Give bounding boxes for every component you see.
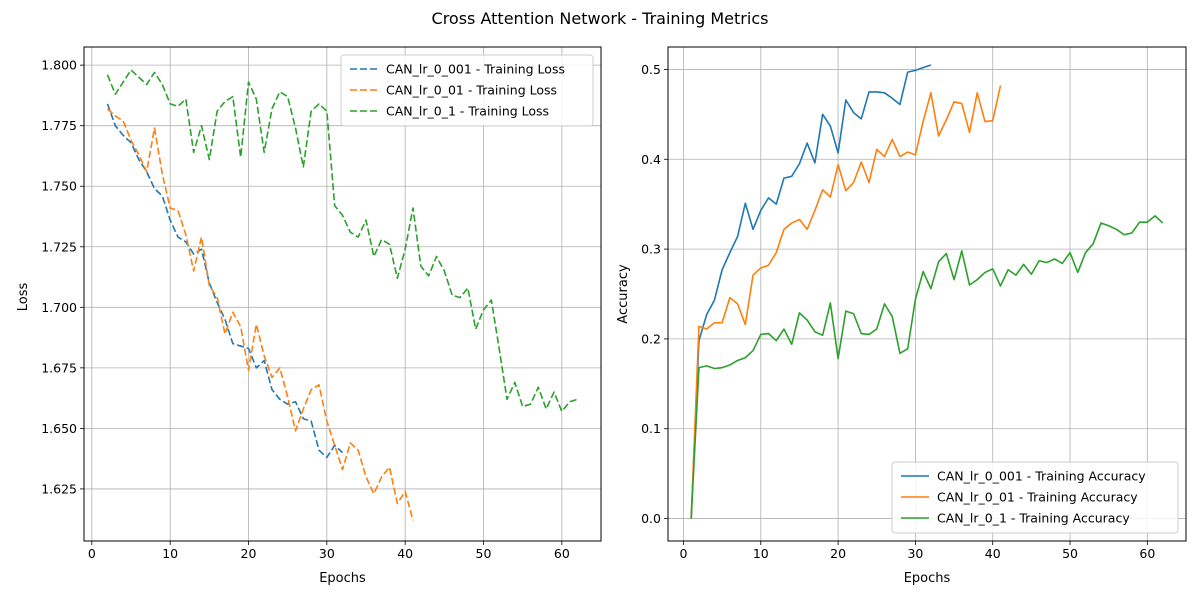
x-tick-label: 50	[476, 546, 492, 561]
x-axis-label: Epochs	[904, 571, 951, 586]
y-tick-label: 0.4	[641, 152, 661, 167]
legend-label: CAN_lr_0_01 - Training Loss	[386, 83, 557, 98]
x-tick-label: 0	[679, 546, 687, 561]
y-tick-label: 0.2	[641, 331, 661, 346]
legend: CAN_lr_0_001 - Training Accuracy CAN_lr_0…	[891, 461, 1179, 534]
series-line-1	[690, 64, 932, 519]
y-tick-label: 1.675	[41, 360, 77, 375]
y-tick-label: 0.1	[641, 421, 661, 436]
chart-panel-1: 0 10 20 30 40 50 60 1.625 1.650 1.675 1.700 1.725 1.…	[16, 46, 602, 586]
x-tick-label: 10	[753, 546, 769, 561]
x-tick-label: 60	[554, 546, 570, 561]
y-tick-label: 0.3	[641, 242, 661, 257]
legend-label: CAN_lr_0_001 - Training Loss	[386, 62, 565, 77]
legend-label: CAN_lr_0_01 - Training Accuracy	[937, 490, 1138, 505]
axes-frame	[667, 46, 1187, 542]
series-line-2	[106, 108, 414, 521]
y-tick-label: 1.725	[41, 239, 77, 254]
x-tick-label: 0	[88, 546, 96, 561]
series-line-3	[106, 69, 578, 413]
legend-label: CAN_lr_0_1 - Training Loss	[386, 104, 549, 119]
y-tick-label: 1.650	[41, 421, 77, 436]
y-tick-label: 1.625	[41, 481, 77, 496]
x-tick-label: 20	[830, 546, 846, 561]
series-line-2	[690, 85, 1002, 519]
x-tick-label: 20	[241, 546, 257, 561]
y-tick-label: 1.775	[41, 118, 77, 133]
x-tick-label: 30	[319, 546, 335, 561]
y-tick-label: 1.750	[41, 179, 77, 194]
x-tick-label: 30	[907, 546, 923, 561]
y-axis-label: Accuracy	[616, 264, 631, 324]
y-axis-label: Loss	[16, 283, 31, 312]
x-tick-label: 60	[1139, 546, 1155, 561]
series-line-1	[106, 103, 344, 459]
legend-box	[891, 461, 1179, 534]
figure-title: Cross Attention Network - Training Metri…	[431, 9, 769, 28]
y-tick-label: 0.0	[641, 511, 661, 526]
legend-label: CAN_lr_0_001 - Training Accuracy	[937, 469, 1146, 484]
legend-box	[340, 54, 594, 127]
x-axis-label: Epochs	[319, 571, 366, 586]
y-tick-label: 1.700	[41, 300, 77, 315]
chart-panel-2: 0 10 20 30 40 50 60 0.0 0.1 0.2 0.3 0.4 0.5 Epochs Acc…	[616, 46, 1187, 586]
x-tick-label: 50	[1062, 546, 1078, 561]
x-tick-label: 10	[162, 546, 178, 561]
x-tick-label: 40	[985, 546, 1001, 561]
y-tick-label: 0.5	[641, 62, 661, 77]
series-line-3	[690, 215, 1164, 519]
axes-frame	[83, 46, 602, 542]
x-tick-label: 40	[397, 546, 413, 561]
legend: CAN_lr_0_001 - Training Loss CAN_lr_0_01 …	[340, 54, 594, 127]
legend-label: CAN_lr_0_1 - Training Accuracy	[937, 511, 1130, 526]
y-tick-label: 1.800	[41, 58, 77, 73]
